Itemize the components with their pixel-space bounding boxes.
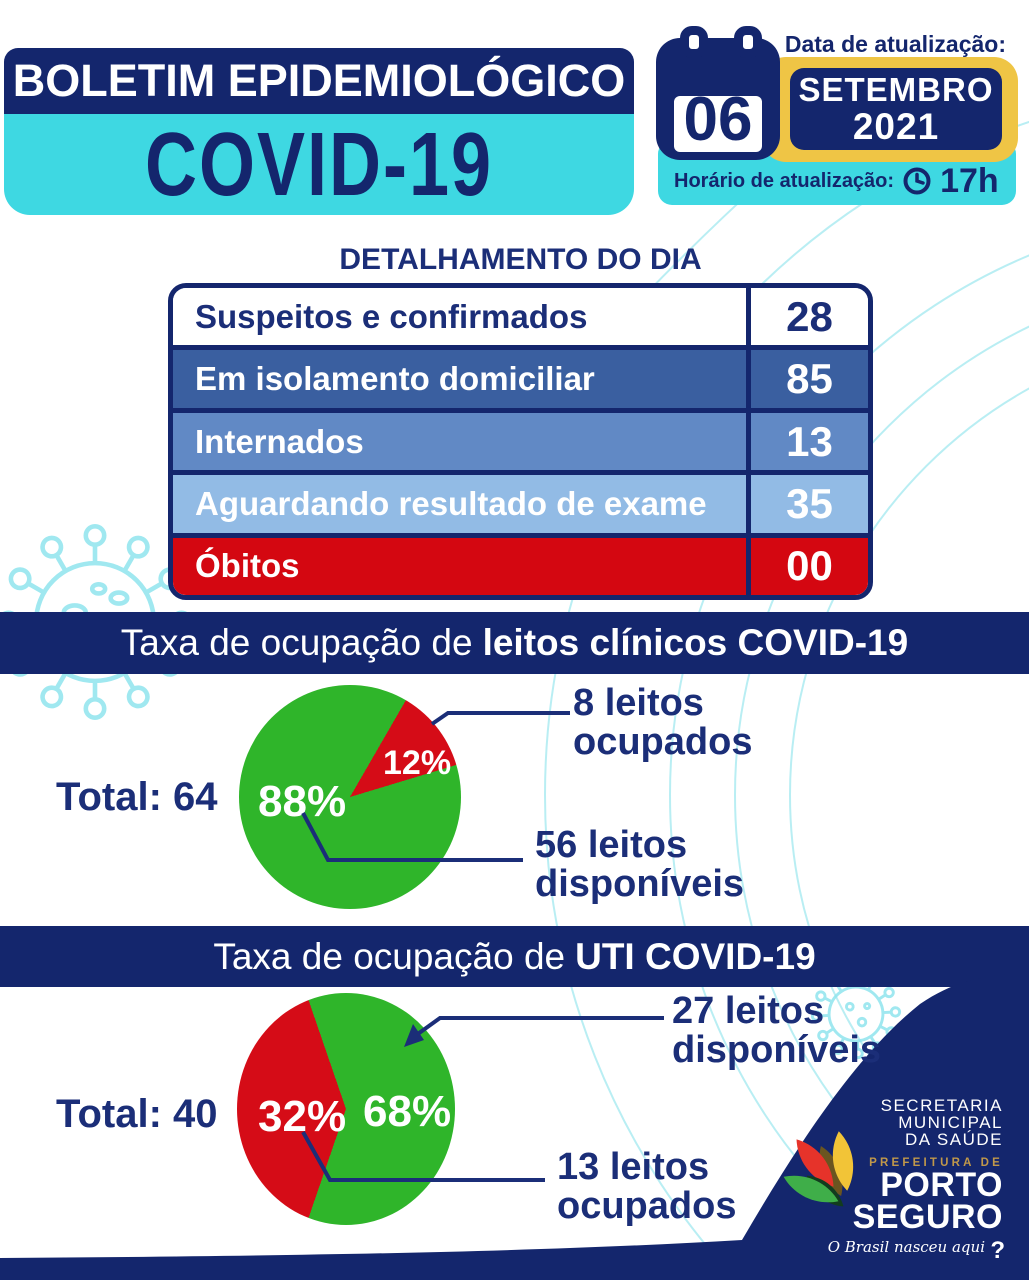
calendar-ring-icon [734, 26, 762, 58]
calendar-ring-icon [680, 26, 708, 58]
month-label: SETEMBRO [798, 71, 994, 108]
year-label: 2021 [852, 106, 940, 147]
update-time-label: Horário de atualização: [674, 169, 895, 192]
icu-occupied-callout: 13 leitos ocupados [557, 1146, 737, 1227]
header-title-bar: BOLETIM EPIDEMIOLÓGICO [4, 48, 634, 114]
banner-text-bold: UTI COVID-19 [575, 935, 816, 977]
tagline-row: O Brasil nasceu aqui ? [763, 1237, 1005, 1263]
update-date-label: Data de atualização: [784, 31, 1006, 57]
icu-occupied-pct: 32% [258, 1092, 347, 1141]
clinical-total-label: Total: 64 [56, 775, 218, 819]
clock-icon [903, 167, 931, 195]
daily-table-title: DETALHAMENTO DO DIA [339, 243, 702, 276]
leaves-logo-icon [783, 1131, 854, 1207]
table-row: Óbitos 00 [173, 537, 868, 595]
row-value: 13 [746, 412, 868, 471]
daily-table: Suspeitos e confirmados 28 Em isolamento… [168, 283, 873, 600]
clinical-occupied-callout: 8 leitos ocupados [573, 682, 753, 763]
day-number: 06 [683, 85, 753, 154]
icu-available-callout: 27 leitos disponíveis [672, 990, 882, 1071]
row-label: Óbitos [195, 547, 300, 585]
header-card: BOLETIM EPIDEMIOLÓGICO COVID-19 [4, 48, 634, 215]
row-value: 35 [746, 475, 868, 533]
row-value: 28 [746, 288, 868, 346]
icu-total-label: Total: 40 [56, 1092, 218, 1136]
update-date-card: Data de atualização: Horário de atualiza… [650, 22, 1022, 208]
row-value: 00 [746, 537, 868, 595]
covid-title: COVID-19 [144, 114, 494, 215]
calendar-icon: 06 [656, 26, 780, 160]
table-row: Aguardando resultado de exame 35 [173, 475, 868, 538]
calendar-window: 06 [674, 85, 762, 154]
row-label: Suspeitos e confirmados [195, 297, 588, 335]
table-row: Internados 13 [173, 412, 868, 476]
row-label: Aguardando resultado de exame [195, 484, 707, 522]
secretaria-line: SECRETARIA [880, 1096, 1003, 1115]
clinical-pie-chart [239, 685, 461, 909]
header-subtitle-bar: COVID-19 [4, 114, 634, 215]
question-mark-glyph: ? [990, 1237, 1005, 1264]
icu-available-pct: 68% [363, 1087, 452, 1136]
update-time-value: 17h [940, 162, 999, 200]
clinical-occupied-pct: 12% [383, 744, 452, 782]
row-label: Internados [195, 422, 364, 460]
footer-logo-block: SECRETARIA MUNICIPAL DA SAÚDE PREFEITURA… [763, 1096, 1005, 1263]
table-row: Suspeitos e confirmados 28 [173, 288, 868, 351]
banner-text-regular: Taxa de ocupação de [120, 622, 473, 663]
clinical-available-pct: 88% [258, 777, 347, 826]
month-card: SETEMBRO 2021 [790, 68, 1002, 150]
clinical-section-banner: Taxa de ocupação de leitos clínicos COVI… [0, 612, 1029, 674]
icu-section-banner: Taxa de ocupação de UTI COVID-19 [0, 926, 1029, 987]
banner-text-regular: Taxa de ocupação de [213, 935, 566, 977]
row-label: Em isolamento domiciliar [195, 360, 595, 398]
tagline: O Brasil nasceu aqui [827, 1238, 985, 1256]
row-value: 85 [746, 350, 868, 408]
table-row: Em isolamento domiciliar 85 [173, 350, 868, 413]
banner-text-bold: leitos clínicos COVID-19 [482, 622, 909, 663]
page-title: BOLETIM EPIDEMIOLÓGICO [12, 55, 626, 106]
clinical-available-callout: 56 leitos disponíveis [535, 824, 745, 905]
